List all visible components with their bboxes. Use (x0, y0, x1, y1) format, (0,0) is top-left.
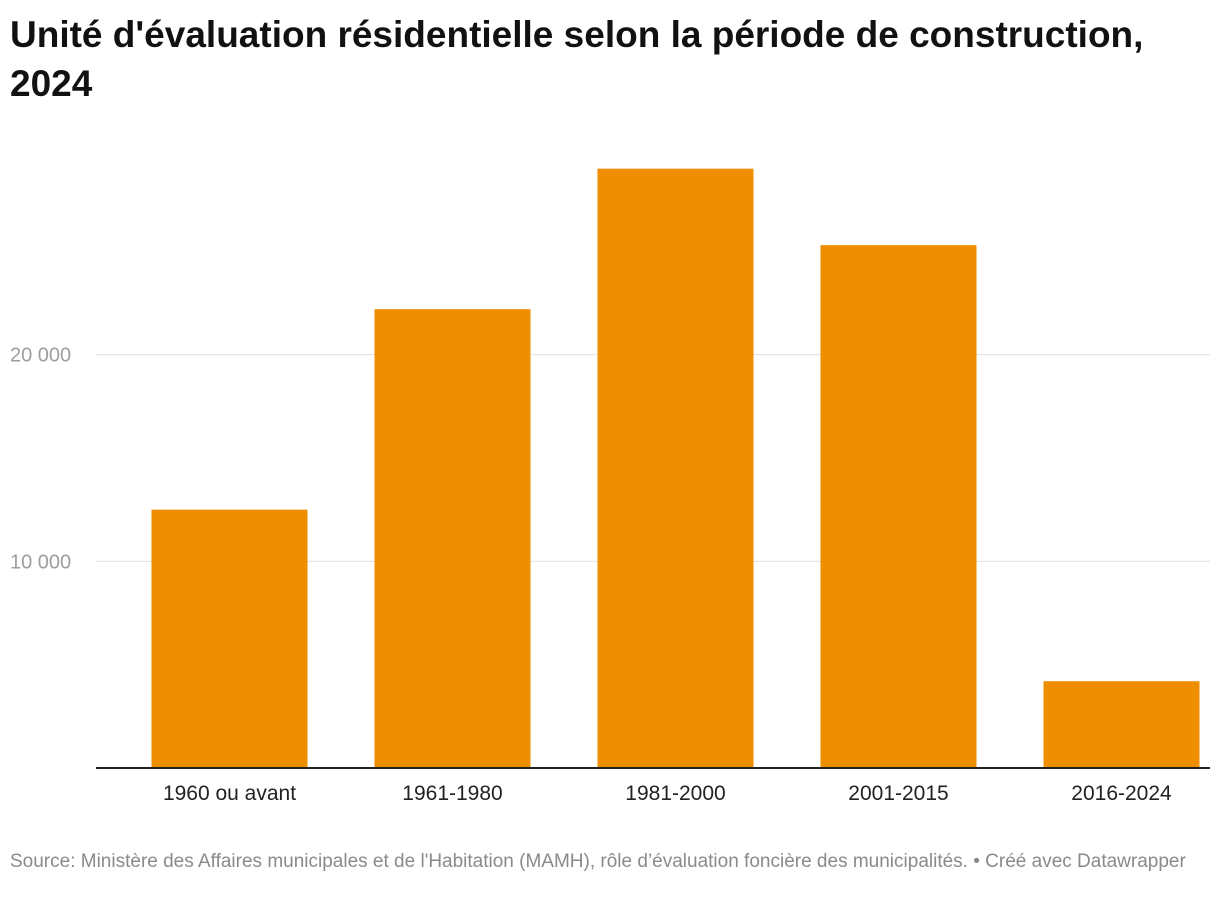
bar[interactable] (597, 168, 754, 768)
bar[interactable] (151, 509, 308, 768)
bars (151, 168, 1200, 769)
x-tick-label: 1981-2000 (625, 782, 725, 805)
x-tick-label: 2016-2024 (1071, 782, 1172, 805)
source-note: Source: Ministère des Affaires municipal… (10, 849, 1200, 875)
x-tick-label: 1961-1980 (402, 782, 502, 805)
y-tick-label: 10 000 (10, 551, 71, 573)
x-axis-labels: 1960 ou avant 1961-1980 1981-2000 2001-2015… (163, 782, 1172, 805)
x-tick-label: 1960 ou avant (163, 782, 296, 805)
source-text: Source: Ministère des Affaires municipal… (10, 851, 968, 872)
bar[interactable] (374, 309, 531, 768)
datawrapper-credit[interactable]: • Créé avec Datawrapper (973, 851, 1186, 872)
bar[interactable] (820, 245, 977, 769)
x-tick-label: 2001-2015 (848, 782, 948, 805)
bar[interactable] (1043, 681, 1200, 768)
chart-title: Unité d'évaluation résidentielle selon l… (10, 14, 1144, 104)
y-tick-label: 20 000 (10, 345, 71, 367)
